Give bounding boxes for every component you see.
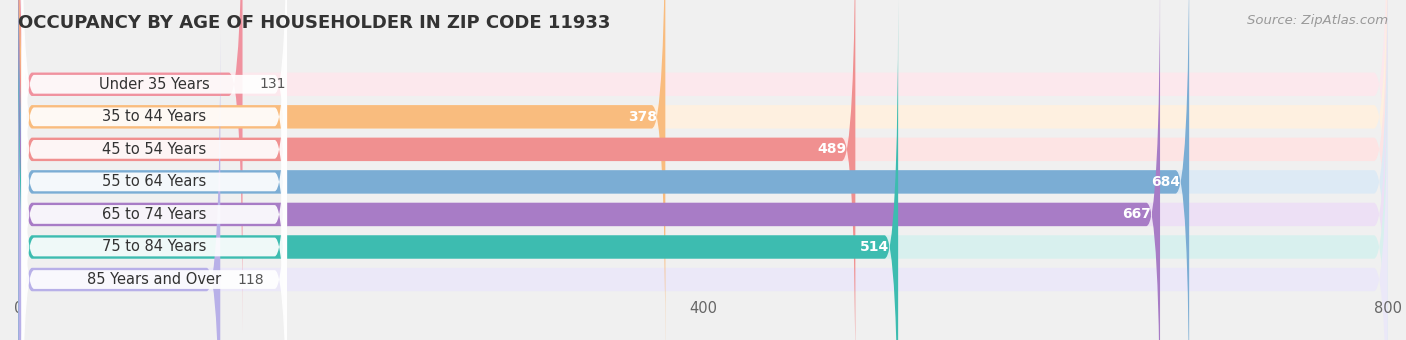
Text: 514: 514 <box>860 240 890 254</box>
FancyBboxPatch shape <box>18 0 1388 340</box>
Text: 378: 378 <box>628 110 657 124</box>
FancyBboxPatch shape <box>18 0 898 340</box>
FancyBboxPatch shape <box>18 31 221 340</box>
Text: Under 35 Years: Under 35 Years <box>98 77 209 92</box>
FancyBboxPatch shape <box>18 0 1388 340</box>
FancyBboxPatch shape <box>18 0 1388 340</box>
FancyBboxPatch shape <box>18 0 855 340</box>
Text: 489: 489 <box>818 142 846 156</box>
Text: 75 to 84 Years: 75 to 84 Years <box>103 239 207 254</box>
Text: Source: ZipAtlas.com: Source: ZipAtlas.com <box>1247 14 1388 27</box>
FancyBboxPatch shape <box>21 0 287 340</box>
FancyBboxPatch shape <box>21 0 287 309</box>
FancyBboxPatch shape <box>18 0 1388 340</box>
Text: 684: 684 <box>1152 175 1181 189</box>
FancyBboxPatch shape <box>21 22 287 340</box>
Text: 118: 118 <box>238 273 264 287</box>
Text: 55 to 64 Years: 55 to 64 Years <box>103 174 207 189</box>
FancyBboxPatch shape <box>18 0 665 340</box>
Text: 65 to 74 Years: 65 to 74 Years <box>103 207 207 222</box>
FancyBboxPatch shape <box>18 0 242 333</box>
FancyBboxPatch shape <box>21 55 287 340</box>
Text: 131: 131 <box>260 77 287 91</box>
FancyBboxPatch shape <box>18 0 1160 340</box>
FancyBboxPatch shape <box>18 31 1388 340</box>
FancyBboxPatch shape <box>18 0 1189 340</box>
Text: 85 Years and Over: 85 Years and Over <box>87 272 221 287</box>
Text: 667: 667 <box>1122 207 1152 221</box>
FancyBboxPatch shape <box>21 0 287 340</box>
FancyBboxPatch shape <box>21 0 287 340</box>
FancyBboxPatch shape <box>18 0 1388 333</box>
Text: 45 to 54 Years: 45 to 54 Years <box>103 142 207 157</box>
Text: OCCUPANCY BY AGE OF HOUSEHOLDER IN ZIP CODE 11933: OCCUPANCY BY AGE OF HOUSEHOLDER IN ZIP C… <box>18 14 610 32</box>
FancyBboxPatch shape <box>18 0 1388 340</box>
FancyBboxPatch shape <box>21 0 287 340</box>
Text: 35 to 44 Years: 35 to 44 Years <box>103 109 207 124</box>
